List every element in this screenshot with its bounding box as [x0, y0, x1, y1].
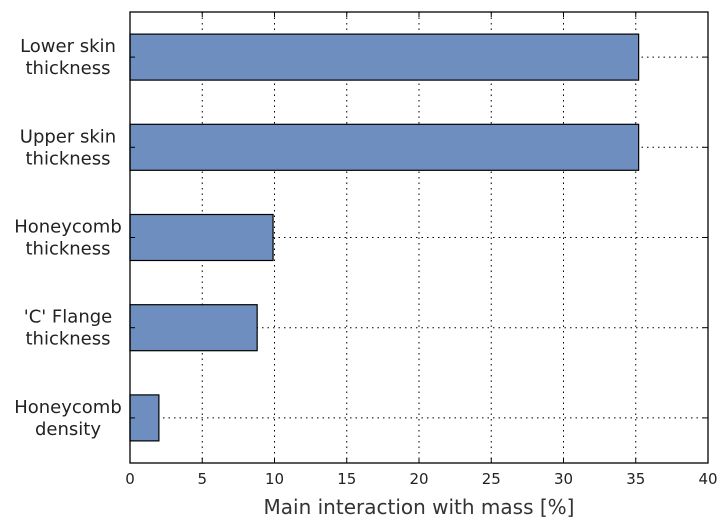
x-tick-label: 30 — [554, 470, 573, 488]
x-tick-label: 20 — [409, 470, 428, 488]
x-tick-label: 5 — [197, 470, 207, 488]
x-tick-label: 15 — [337, 470, 356, 488]
category-label-line: density — [35, 419, 101, 440]
bar — [129, 304, 258, 352]
x-tick-label: 0 — [125, 470, 135, 488]
category-label-line: thickness — [25, 148, 110, 169]
category-label-line: thickness — [25, 329, 110, 350]
category-label-line: 'C' Flange — [24, 307, 112, 328]
x-tick-label: 25 — [482, 470, 501, 488]
category-label: Honeycomb density — [14, 397, 122, 440]
category-label-line: Lower skin — [20, 36, 116, 57]
category-label: Honeycomb thickness — [14, 217, 122, 260]
category-label-line: Honeycomb — [14, 217, 122, 238]
x-tick-label: 40 — [698, 470, 717, 488]
category-label-line: thickness — [25, 58, 110, 79]
ticks — [129, 12, 709, 463]
x-tick-labels: 0 5 10 15 20 25 30 35 40 — [125, 470, 717, 488]
bar — [129, 123, 640, 171]
category-label-line: Honeycomb — [14, 397, 122, 418]
x-axis-label: Main interaction with mass [%] — [264, 495, 575, 519]
bar — [129, 213, 274, 262]
x-tick-label: 10 — [265, 470, 284, 488]
category-label: 'C' Flange thickness — [24, 307, 112, 350]
x-tick-label: 35 — [626, 470, 645, 488]
bar — [129, 33, 640, 81]
category-label-line: Upper skin — [20, 126, 116, 147]
category-label: Upper skin thickness — [20, 126, 116, 169]
category-label-line: thickness — [25, 239, 110, 260]
category-label: Lower skin thickness — [20, 36, 116, 79]
